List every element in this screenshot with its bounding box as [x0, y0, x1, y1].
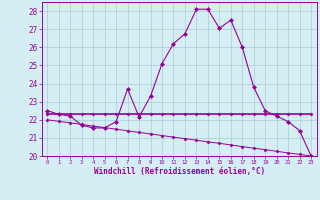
X-axis label: Windchill (Refroidissement éolien,°C): Windchill (Refroidissement éolien,°C)	[94, 167, 265, 176]
